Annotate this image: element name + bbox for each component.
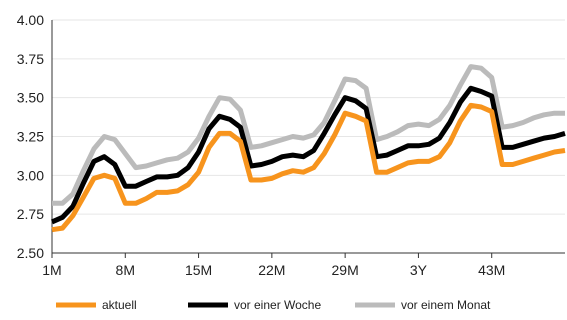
y-tick-label: 2.50 xyxy=(17,245,44,261)
x-tick-label: 22M xyxy=(258,262,285,278)
y-tick-label: 3.75 xyxy=(17,51,44,67)
legend: aktuell vor einer Woche vor einem Monat xyxy=(56,298,491,312)
x-tick-label: 29M xyxy=(332,262,359,278)
x-tick-label: 3Y xyxy=(410,262,428,278)
y-tick-label: 4.00 xyxy=(17,12,44,28)
y-tick-label: 3.00 xyxy=(17,167,44,183)
series-line-1 xyxy=(50,85,566,225)
y-tick-label: 2.75 xyxy=(17,206,44,222)
series-layer xyxy=(50,64,566,233)
x-axis: 1M 8M 15M 22M 29M 3Y 43M xyxy=(42,252,565,278)
y-tick-label: 3.25 xyxy=(17,129,44,145)
series-line-0 xyxy=(51,102,566,233)
y-axis: 2.50 2.75 3.00 3.25 3.50 3.75 4.00 xyxy=(17,12,53,261)
y-tick-label: 3.50 xyxy=(17,90,44,106)
x-tick-label: 1M xyxy=(42,262,61,278)
x-tick-label: 43M xyxy=(478,262,505,278)
legend-label-0: aktuell xyxy=(102,298,137,312)
legend-label-1: vor einer Woche xyxy=(234,298,321,312)
series-line-2 xyxy=(52,64,565,206)
x-tick-label: 8M xyxy=(116,262,135,278)
x-tick-label: 15M xyxy=(185,262,212,278)
legend-label-2: vor einem Monat xyxy=(401,298,491,312)
